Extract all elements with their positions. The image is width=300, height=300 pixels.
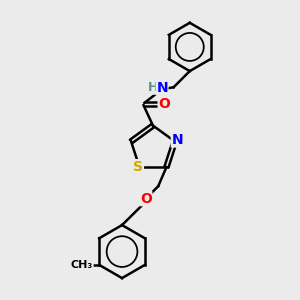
Text: S: S bbox=[133, 160, 143, 174]
Text: O: O bbox=[158, 98, 170, 111]
Text: N: N bbox=[171, 133, 183, 147]
Text: H: H bbox=[148, 81, 158, 94]
Text: O: O bbox=[140, 192, 152, 206]
Text: N: N bbox=[156, 81, 168, 94]
Text: CH₃: CH₃ bbox=[71, 260, 93, 270]
